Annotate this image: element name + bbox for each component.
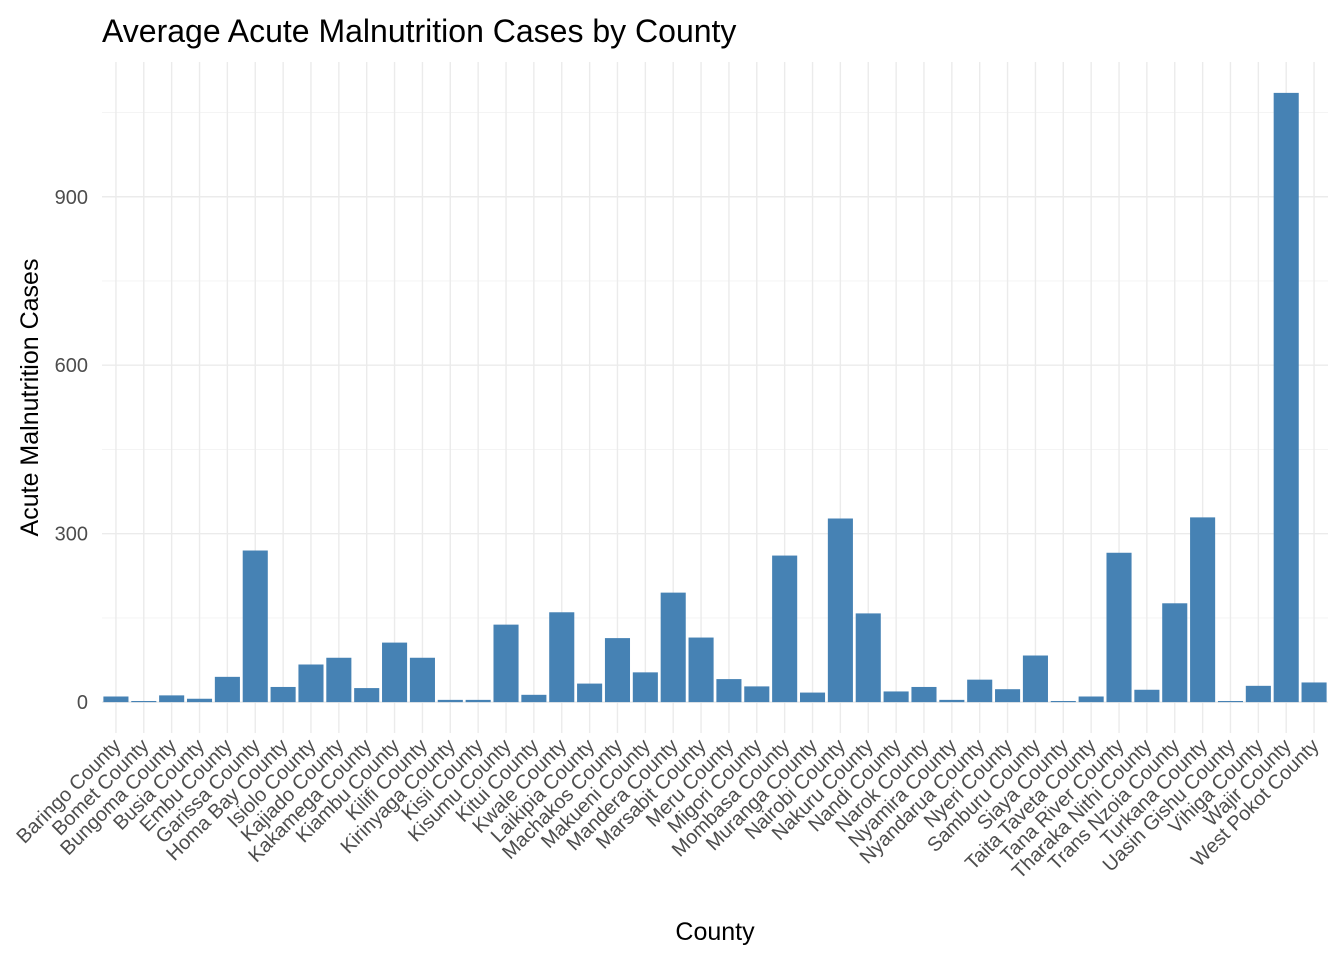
bar [1245,685,1271,703]
bar [242,550,268,703]
y-axis-ticks: 0 300 600 900 [55,187,88,714]
bar [1273,92,1299,703]
bar [131,700,157,703]
bars [103,92,1327,703]
bar [1106,552,1132,703]
bar [883,691,909,703]
bar [855,613,881,703]
bar [744,686,770,703]
bar [437,699,463,703]
bar [186,698,213,703]
bar [827,518,853,703]
bar [1078,696,1104,703]
chart-title: Average Acute Malnutrition Cases by Coun… [102,13,736,49]
bar [1134,689,1160,703]
bar [688,637,714,703]
bar [967,679,993,703]
bar [298,664,324,703]
bar [1301,682,1327,703]
bar [1022,655,1048,703]
y-axis-title: Acute Malnutrition Cases [16,259,44,537]
y-tick-label: 900 [55,187,88,209]
bar [354,688,380,703]
bar [159,695,185,703]
bar [716,679,742,703]
bar [409,657,435,703]
bar [103,696,129,703]
bar [660,592,686,703]
bar [1217,700,1244,703]
bar [493,624,519,703]
bar [549,612,575,703]
bar [939,699,965,703]
bar [772,555,798,703]
bar [911,686,937,703]
bar [577,683,603,703]
y-tick-label: 600 [55,355,88,377]
bar [1050,700,1076,703]
bar [382,642,408,703]
bar [632,672,658,703]
bar [326,657,352,703]
bar [604,638,631,703]
bar [995,689,1021,703]
grid [102,62,1328,733]
bar [799,692,826,703]
bar [270,686,296,703]
y-tick-label: 0 [77,692,88,714]
bar [214,676,240,703]
x-axis-title: County [675,918,755,946]
y-tick-label: 300 [55,524,88,546]
bar [521,694,547,703]
bar [1190,517,1216,703]
bar [465,699,491,703]
bar [1162,603,1188,703]
